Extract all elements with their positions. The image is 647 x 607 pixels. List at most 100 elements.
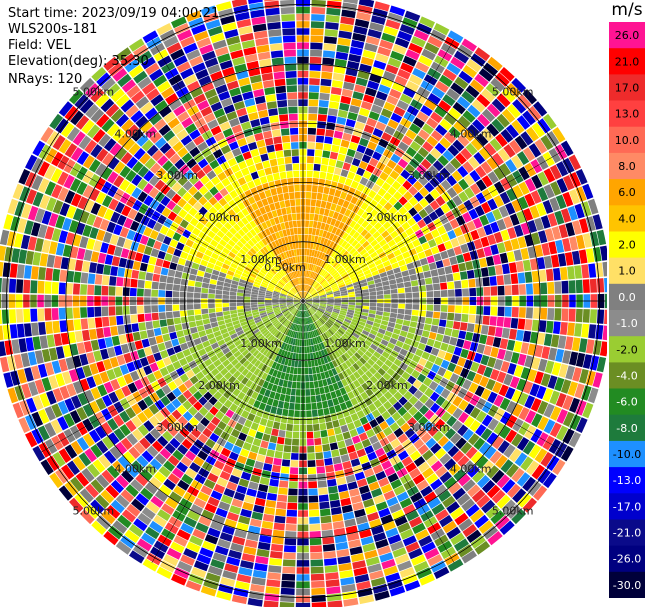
velocity-gate [447,289,455,297]
velocity-gate [227,384,236,393]
velocity-gate [244,352,252,360]
velocity-gate [244,290,252,294]
velocity-gate [500,361,510,373]
velocity-gate [281,289,288,294]
velocity-gate [485,505,500,519]
velocity-gate [126,156,138,169]
velocity-gate [368,481,380,491]
velocity-gate [281,318,288,325]
velocity-gate [304,303,308,310]
velocity-gate [270,471,280,480]
velocity-gate [66,270,75,283]
velocity-gate [216,363,225,372]
velocity-gate [402,411,413,422]
velocity-gate [550,334,560,348]
velocity-gate [391,262,400,269]
velocity-gate [415,245,424,254]
velocity-gate [581,264,590,279]
velocity-gate [190,504,204,515]
velocity-gate [481,201,492,214]
velocity-gate [387,186,397,196]
velocity-gate [318,251,323,259]
velocity-gate [307,263,310,271]
velocity-gate [300,325,303,332]
velocity-gate [348,451,358,461]
velocity-gate [281,307,288,312]
velocity-gate [143,365,153,376]
velocity-gate [333,322,341,329]
velocity-gate [167,473,180,485]
velocity-gate [437,267,446,276]
velocity-gate [363,269,371,276]
velocity-gate [37,280,45,294]
velocity-gate [297,293,302,299]
velocity-gate [320,237,325,245]
velocity-gate [68,220,79,233]
velocity-gate [391,509,405,520]
velocity-gate [374,203,383,212]
velocity-gate [510,318,519,329]
velocity-gate [360,229,369,237]
velocity-gate [79,77,95,93]
velocity-gate [162,260,171,269]
velocity-gate [198,245,207,254]
velocity-gate [317,121,327,129]
velocity-gate [236,220,245,229]
velocity-gate [299,291,303,299]
velocity-gate [466,220,476,232]
velocity-gate [313,330,318,337]
velocity-gate [382,280,390,286]
velocity-gate [391,293,398,299]
velocity-gate [321,315,328,321]
velocity-gate [255,320,263,326]
velocity-gate [459,322,468,331]
velocity-gate [417,342,426,351]
velocity-gate [460,442,473,455]
velocity-gate [248,525,261,535]
velocity-gate [422,141,434,153]
velocity-gate [429,200,440,211]
velocity-gate [186,49,201,61]
velocity-gate [582,279,590,293]
velocity-gate [381,410,391,420]
velocity-gate [492,208,503,221]
velocity-gate [290,460,299,467]
velocity-gate [486,432,499,445]
velocity-gate [44,362,55,376]
velocity-gate [32,395,44,411]
velocity-gate [101,469,115,484]
velocity-gate [4,340,14,356]
velocity-gate [362,240,370,249]
velocity-gate [219,239,228,247]
velocity-gate [262,348,269,356]
velocity-gate [32,140,46,157]
velocity-gate [260,153,269,162]
velocity-gate [437,435,449,447]
velocity-gate [210,274,219,281]
velocity-gate [511,433,524,447]
velocity-gate [447,229,457,240]
velocity-gate [89,227,99,239]
velocity-gate [412,473,425,485]
velocity-gate [304,303,310,309]
velocity-gate [442,520,457,534]
velocity-gate [506,188,517,202]
velocity-gate [157,509,171,522]
velocity-gate [453,365,463,376]
velocity-gate [456,254,465,264]
velocity-gate [326,377,333,386]
velocity-gate [503,444,516,458]
velocity-gate [311,249,316,257]
velocity-gate [367,358,375,367]
velocity-gate [251,291,259,295]
velocity-gate [294,297,301,300]
velocity-gate [70,440,84,455]
velocity-gate [303,311,306,318]
velocity-gate [353,222,361,231]
velocity-gate [433,290,441,298]
velocity-gate [315,329,320,336]
velocity-gate [365,379,374,388]
velocity-gate [242,339,250,346]
velocity-gate [157,435,169,447]
velocity-gate [293,309,298,316]
